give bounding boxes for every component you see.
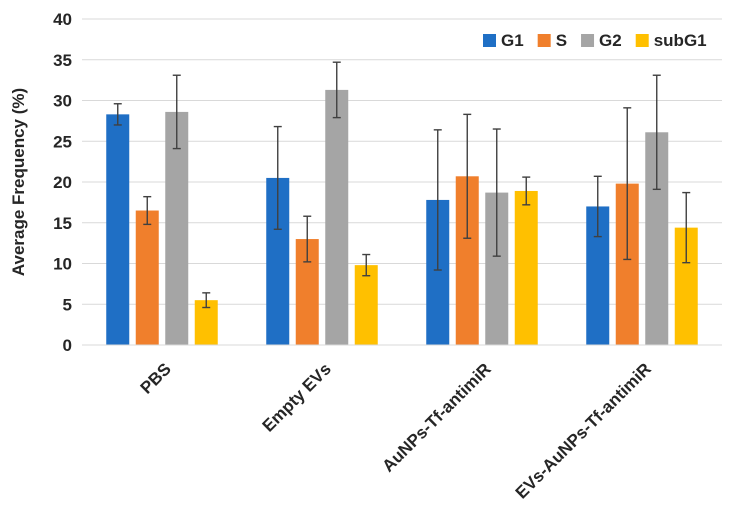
y-tick-label: 15 <box>53 214 72 233</box>
bar <box>645 132 669 345</box>
legend-swatch <box>537 34 551 47</box>
legend-label: G1 <box>501 31 524 50</box>
bar <box>194 300 218 345</box>
legend-label: subG1 <box>654 31 707 50</box>
error-bars <box>113 61 691 309</box>
bar <box>295 239 319 345</box>
bar <box>165 111 189 345</box>
bar <box>135 210 159 345</box>
y-tick-label: 10 <box>53 255 72 274</box>
bar <box>266 177 290 345</box>
category-label: PBS <box>137 359 175 397</box>
bar <box>325 89 349 345</box>
y-tick-label: 40 <box>53 10 72 29</box>
y-axis-title: Average Frequency (%) <box>9 88 28 276</box>
legend-label: S <box>556 31 567 50</box>
y-tick-label: 20 <box>53 173 72 192</box>
bar <box>426 199 450 345</box>
legend-swatch <box>635 34 649 47</box>
bar <box>106 114 130 345</box>
bar <box>354 265 378 345</box>
bar <box>586 206 610 345</box>
y-axis-ticks: 0 5 10 15 20 25 30 35 40 <box>53 10 72 355</box>
y-tick-label: 30 <box>53 92 72 111</box>
y-tick-label: 0 <box>63 336 72 355</box>
bar <box>674 227 698 345</box>
legend-label: G2 <box>599 31 622 50</box>
bar <box>455 176 479 345</box>
bar <box>514 190 538 345</box>
legend-swatch <box>581 34 595 47</box>
bar <box>485 192 509 345</box>
bars <box>106 89 698 345</box>
y-tick-label: 35 <box>53 51 72 70</box>
y-tick-label: 5 <box>63 295 72 314</box>
bar <box>615 183 639 345</box>
category-label: AuNPs-Tf-antimiR <box>379 359 495 475</box>
category-label: EVs-AuNPs-Tf-antimiR <box>512 359 655 502</box>
legend-swatch <box>483 34 496 47</box>
gridlines <box>82 18 722 305</box>
category-labels: PBS Empty EVs AuNPs-Tf-antimiR EVs-AuNPs-Tf… <box>137 359 655 502</box>
y-tick-label: 25 <box>53 132 72 151</box>
category-label: Empty EVs <box>259 359 335 435</box>
legend: G1 S G2 subG1 <box>483 31 707 50</box>
